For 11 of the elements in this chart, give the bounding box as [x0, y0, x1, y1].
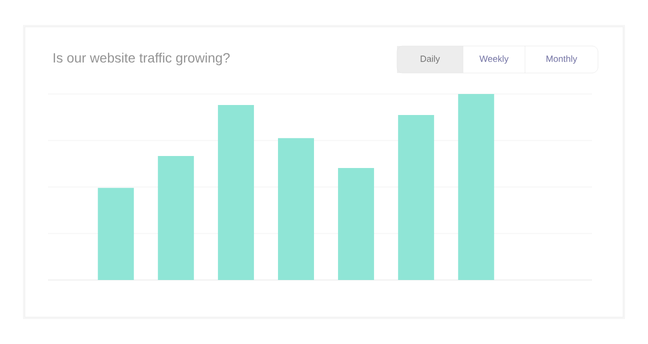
- bar: [398, 115, 434, 280]
- text: Weekly: [479, 55, 509, 64]
- text: Daily: [420, 55, 440, 64]
- bar: [98, 188, 134, 280]
- bar: [158, 156, 194, 280]
- chart-title: Is our website traffic growing?: [54, 52, 230, 66]
- text: Monthly: [546, 55, 578, 64]
- bar: [338, 168, 374, 280]
- bar: [458, 94, 494, 280]
- bar: [278, 138, 314, 280]
- bar: [218, 104, 254, 280]
